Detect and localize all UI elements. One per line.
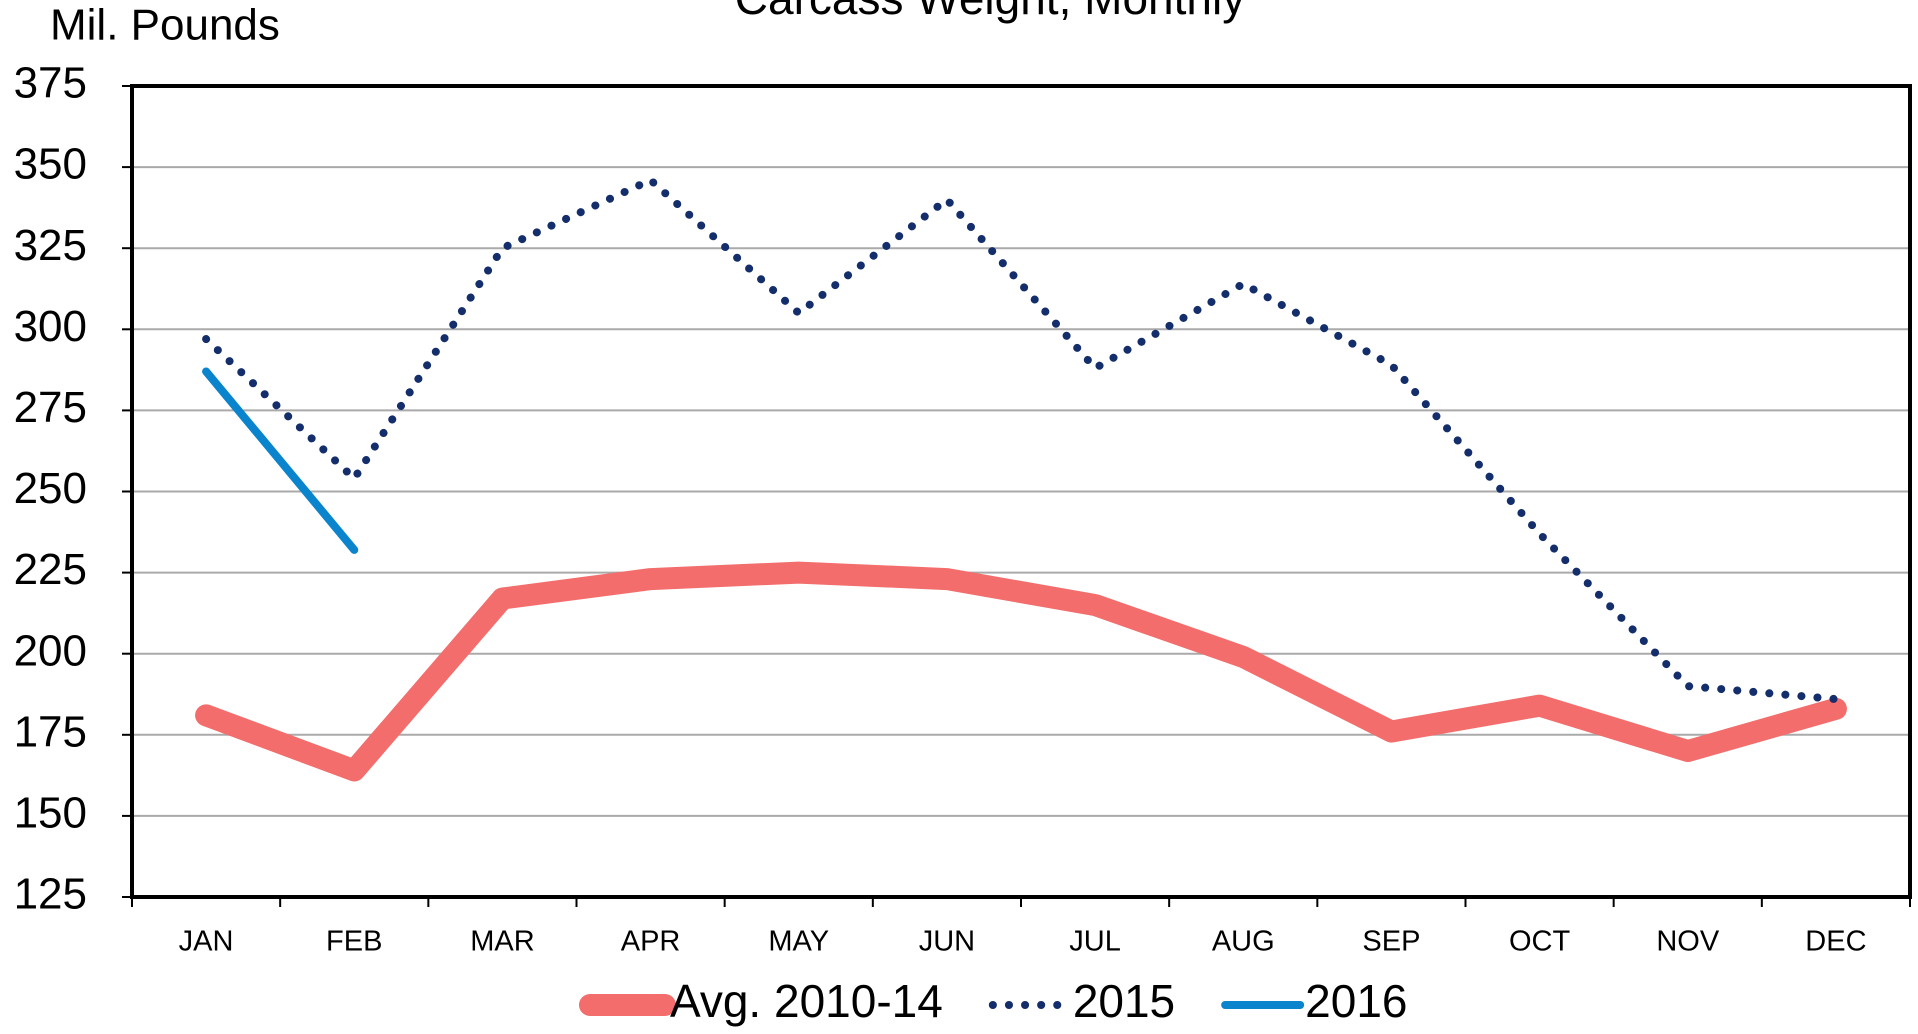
y-tick-label: 375 xyxy=(14,59,87,108)
y-tick-label: 350 xyxy=(14,140,87,189)
plot-frame xyxy=(130,84,1912,899)
y-tick-label: 300 xyxy=(14,302,87,351)
x-tick-label: SEP xyxy=(1362,926,1420,958)
chart-title: Carcass Weight, Monthly xyxy=(735,0,1245,24)
x-tick-label: APR xyxy=(621,926,681,958)
x-tick-label: MAR xyxy=(470,926,534,958)
y-axis-label: Mil. Pounds xyxy=(50,1,280,50)
legend-label: 2015 xyxy=(1073,975,1175,1027)
x-tick-label: JUN xyxy=(919,926,975,958)
x-tick-label: DEC xyxy=(1805,926,1866,958)
x-tick-label: JUL xyxy=(1069,926,1121,958)
y-tick-label: 175 xyxy=(14,707,87,756)
series-line xyxy=(202,367,359,554)
y-tick-label: 250 xyxy=(14,464,87,513)
series-line xyxy=(195,561,1847,782)
y-tick-label: 150 xyxy=(14,789,87,838)
x-tick-label: AUG xyxy=(1212,926,1275,958)
y-tick-label: 125 xyxy=(14,870,87,919)
x-tick-label: MAY xyxy=(768,926,829,958)
y-tick-label: 275 xyxy=(14,383,87,432)
x-tick-label: OCT xyxy=(1509,926,1571,958)
y-tick-label: 200 xyxy=(14,626,87,675)
x-tick-label: NOV xyxy=(1656,926,1720,958)
legend-label: 2016 xyxy=(1305,975,1407,1027)
x-tick-label: JAN xyxy=(179,926,234,958)
y-tick-label: 325 xyxy=(14,221,87,270)
series-line xyxy=(202,176,1840,704)
y-tick-label: 225 xyxy=(14,545,87,594)
x-tick-label: FEB xyxy=(326,926,382,958)
legend-label: Avg. 2010-14 xyxy=(670,975,943,1027)
